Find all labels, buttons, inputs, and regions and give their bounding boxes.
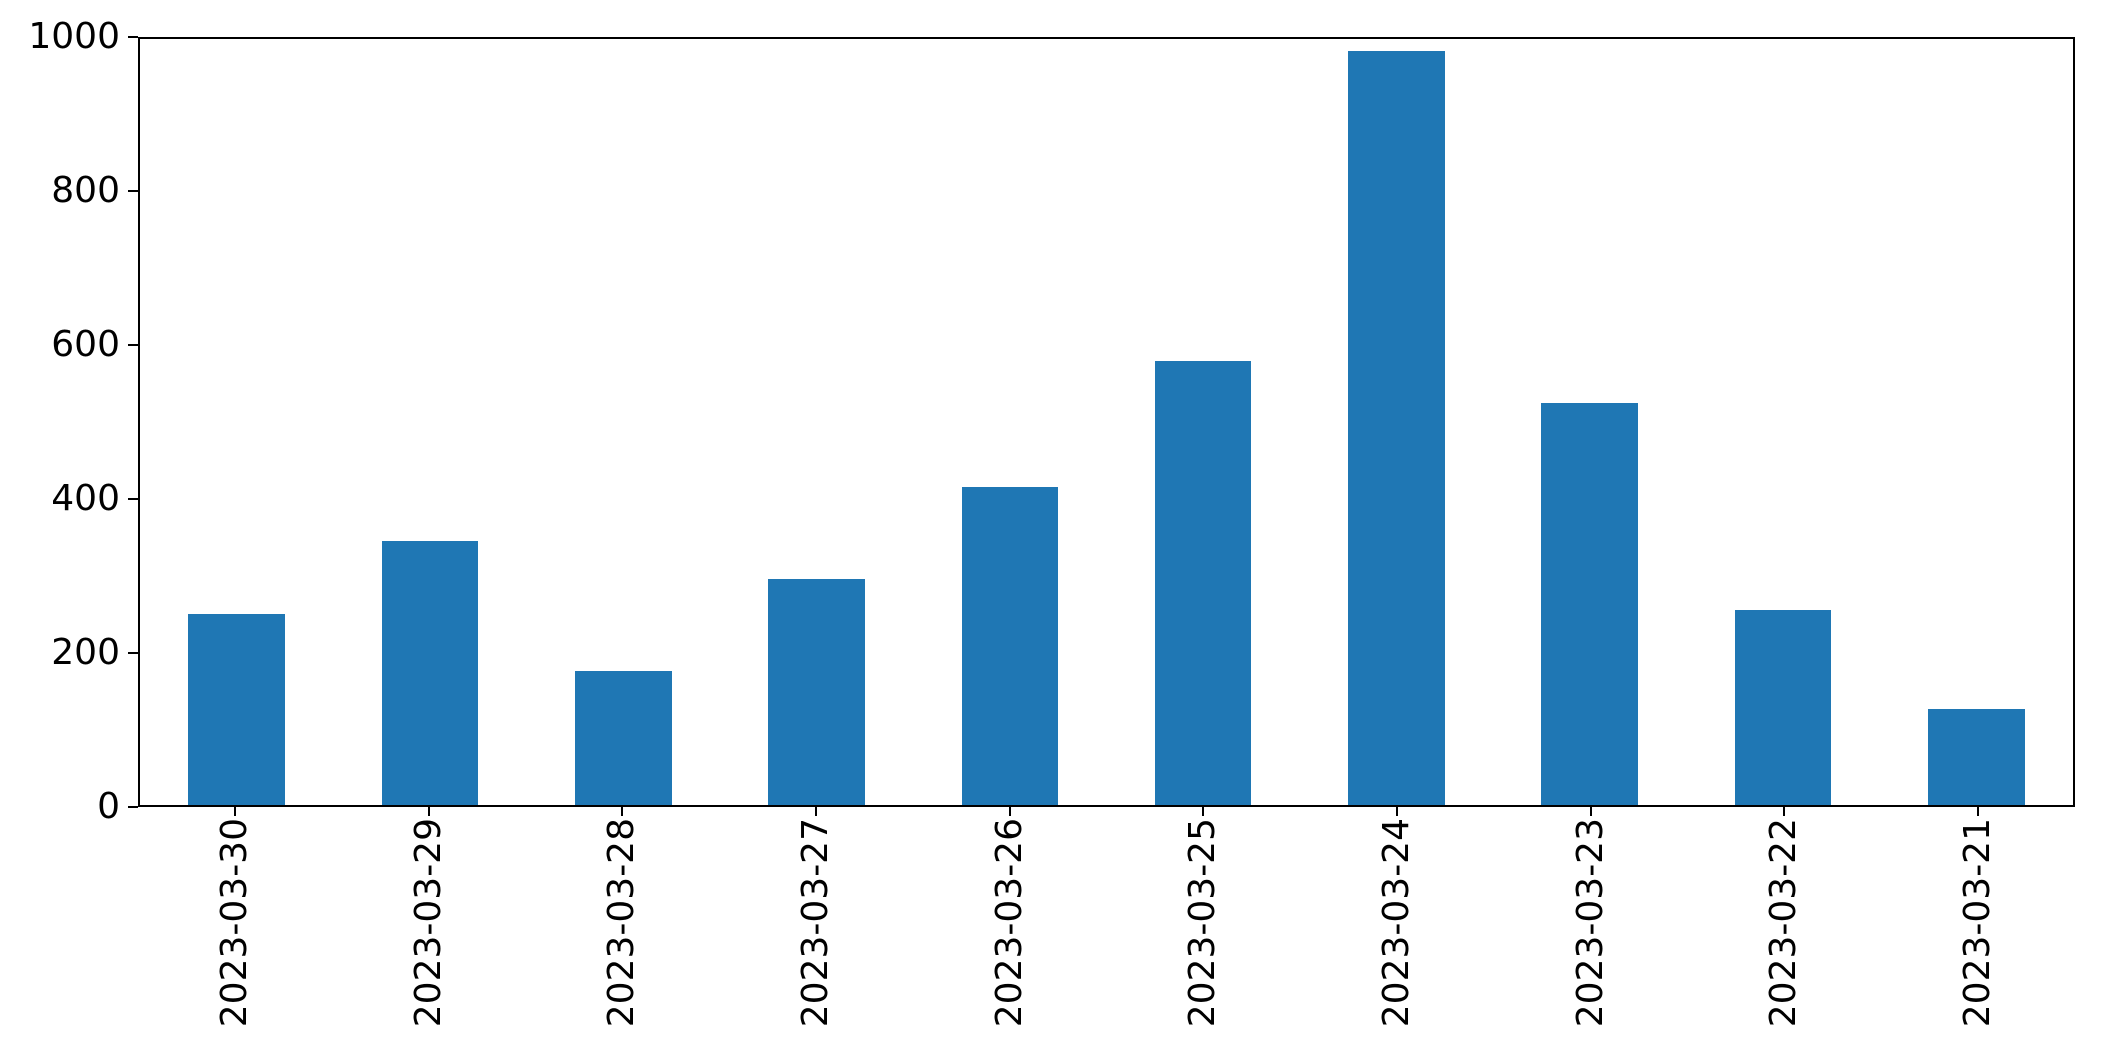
x-label-slot: 2023-03-22 [1688, 818, 1882, 1027]
x-label-slot: 2023-03-27 [719, 818, 913, 1027]
bar-slot [527, 39, 720, 805]
x-tick-mark [1783, 807, 1786, 816]
x-label-slot: 2023-03-30 [138, 818, 332, 1027]
x-tick-label: 2023-03-24 [1376, 818, 1418, 1028]
x-axis-labels: 2023-03-30 2023-03-29 2023-03-28 2023-03-27… [138, 818, 2075, 1027]
y-tick-label: 0 [97, 786, 120, 827]
bar [1348, 50, 1445, 805]
bar-slot [140, 39, 333, 805]
x-tick-mark [814, 807, 817, 816]
y-tick-mark [128, 36, 138, 38]
y-tick-mark [128, 190, 138, 192]
bar-slot [1106, 39, 1299, 805]
bar [768, 579, 865, 805]
x-tick-mark [1977, 807, 1980, 816]
x-label-slot: 2023-03-25 [1107, 818, 1301, 1027]
bar [961, 487, 1059, 805]
bar-slot [1300, 39, 1493, 805]
x-tick-label: 2023-03-26 [988, 818, 1030, 1028]
bar [381, 540, 479, 805]
bar-slot [1686, 39, 1879, 805]
x-tick-mark [621, 807, 624, 816]
y-tick-label: 600 [51, 324, 120, 365]
y-tick-label: 400 [51, 478, 120, 519]
y-tick-mark [128, 498, 138, 500]
x-tick-label: 2023-03-28 [601, 818, 643, 1028]
x-tick-label: 2023-03-30 [213, 818, 255, 1028]
bar-slot [1493, 39, 1686, 805]
x-tick-mark [1396, 807, 1399, 816]
x-tick-label: 2023-03-21 [1957, 818, 1999, 1028]
x-label-slot: 2023-03-29 [332, 818, 526, 1027]
bar-slot [1880, 39, 2073, 805]
x-tick-mark [1008, 807, 1011, 816]
y-tick-label: 200 [51, 632, 120, 673]
y-tick-mark [128, 806, 138, 808]
x-label-slot: 2023-03-28 [525, 818, 719, 1027]
x-tick-label: 2023-03-22 [1763, 818, 1805, 1028]
x-tick-label: 2023-03-27 [794, 818, 836, 1028]
bars-container [140, 39, 2073, 805]
bar [1928, 709, 2025, 805]
y-tick-label: 1000 [28, 16, 120, 57]
x-tick-mark [1202, 807, 1205, 816]
x-label-slot: 2023-03-26 [913, 818, 1107, 1027]
x-label-slot: 2023-03-21 [1881, 818, 2075, 1027]
bar [574, 670, 672, 805]
y-tick-mark [128, 652, 138, 654]
bar [1541, 402, 1639, 805]
x-tick-mark [233, 807, 236, 816]
bar-slot [333, 39, 526, 805]
bar [188, 613, 285, 805]
bar-slot [913, 39, 1106, 805]
y-tick-label: 800 [51, 170, 120, 211]
x-tick-mark [1589, 807, 1592, 816]
y-tick-mark [128, 344, 138, 346]
bar [1734, 609, 1832, 805]
x-label-slot: 2023-03-24 [1300, 818, 1494, 1027]
x-tick-label: 2023-03-23 [1569, 818, 1611, 1028]
x-tick-mark [427, 807, 430, 816]
plot-area [138, 37, 2075, 807]
bar-slot [720, 39, 913, 805]
x-tick-label: 2023-03-25 [1182, 818, 1224, 1028]
x-tick-label: 2023-03-29 [407, 818, 449, 1028]
x-label-slot: 2023-03-23 [1494, 818, 1688, 1027]
bar [1154, 360, 1252, 805]
